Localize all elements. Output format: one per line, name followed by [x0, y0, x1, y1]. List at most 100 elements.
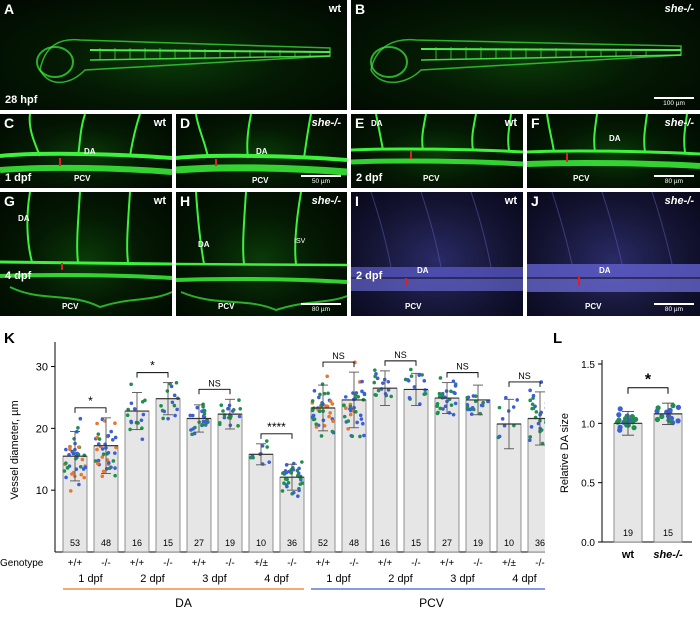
- k-data-point: [111, 459, 116, 463]
- l-data-point: [675, 418, 681, 424]
- k-data-point: [500, 417, 505, 421]
- k-data-point: [173, 413, 177, 418]
- k-data-point: [285, 477, 289, 482]
- panel-g-image: [0, 192, 172, 309]
- k-data-point: [358, 413, 363, 418]
- k-data-point: [68, 489, 73, 493]
- panel-g-da-label: DA: [18, 214, 30, 223]
- k-n-label: 36: [287, 538, 297, 548]
- l-y-tick-label: 0.0: [581, 538, 595, 549]
- k-data-point: [300, 460, 304, 464]
- k-data-point: [129, 419, 133, 424]
- k-data-point: [202, 411, 207, 416]
- k-data-point: [437, 391, 442, 396]
- panel-l-letter: L: [553, 330, 563, 347]
- panel-j-scale-bar: 80 µm: [654, 303, 694, 313]
- k-data-point: [512, 423, 516, 428]
- panel-d-image: [176, 114, 347, 176]
- k-data-point: [129, 382, 133, 387]
- k-data-point: [132, 407, 137, 411]
- l-data-point: [616, 412, 622, 418]
- panel-g-stage: 4 dpf: [5, 270, 32, 282]
- l-sig-label: *: [645, 372, 652, 389]
- panel-g: G wt DA PCV 4 dpf: [0, 192, 172, 316]
- l-y-tick-label: 1.5: [581, 360, 595, 371]
- l-data-point: [667, 418, 673, 424]
- k-data-point: [113, 435, 118, 440]
- k-data-point: [113, 421, 117, 425]
- k-group-label: DA: [175, 596, 192, 610]
- k-data-point: [205, 420, 209, 425]
- k-data-point: [453, 401, 458, 406]
- panel-b-letter: B: [355, 1, 366, 17]
- panel-h-scale-bar: 80 µm: [301, 303, 341, 313]
- k-data-point: [188, 413, 193, 418]
- k-data-point: [441, 407, 445, 411]
- k-sig-bracket: [136, 372, 169, 378]
- k-data-point: [76, 452, 81, 457]
- panel-j-genotype: she-/-: [664, 195, 694, 207]
- k-data-point: [322, 391, 327, 396]
- panel-a-letter: A: [4, 1, 15, 17]
- k-data-point: [96, 458, 101, 463]
- k-data-point: [481, 400, 485, 405]
- k-bar: [372, 387, 398, 553]
- k-data-point: [407, 396, 412, 400]
- panel-i-da-label: DA: [417, 266, 429, 275]
- k-sig-label: NS: [456, 362, 469, 372]
- k-data-point: [200, 409, 204, 414]
- k-data-point: [470, 405, 475, 410]
- k-data-point: [389, 394, 393, 399]
- k-data-point: [140, 437, 145, 442]
- panel-c-da-label: DA: [84, 147, 96, 156]
- k-data-point: [238, 407, 243, 411]
- k-genotype-label: -/-: [535, 558, 544, 569]
- k-data-point: [166, 416, 170, 421]
- k-genotype-label: -/-: [101, 558, 110, 569]
- k-data-point: [536, 421, 541, 426]
- k-data-point: [64, 447, 68, 452]
- k-genotype-label: -/-: [411, 558, 420, 569]
- k-data-point: [105, 458, 110, 462]
- k-n-label: 10: [504, 538, 514, 548]
- l-data-point: [655, 405, 661, 411]
- k-data-point: [64, 461, 68, 465]
- k-data-point: [331, 419, 335, 423]
- l-data-point: [654, 416, 660, 423]
- k-n-label: 10: [256, 538, 266, 548]
- k-data-point: [77, 445, 81, 449]
- k-data-point: [265, 445, 269, 449]
- panel-a-genotype: wt: [328, 3, 341, 15]
- k-stage-label: 4 dpf: [512, 573, 537, 585]
- k-data-point: [95, 421, 99, 426]
- k-data-point: [435, 411, 440, 416]
- chart-l: 0.0 0.5 1.0 1.5 Relative DA size 19 wt 15 she-/-…: [559, 360, 692, 561]
- panel-h-letter: H: [180, 193, 191, 209]
- k-data-point: [267, 460, 272, 464]
- k-data-point: [106, 433, 111, 438]
- k-n-label: 52: [318, 538, 328, 548]
- k-data-point: [202, 408, 207, 413]
- k-data-point: [420, 373, 424, 377]
- k-data-point: [129, 401, 134, 406]
- panel-d-pcv-label: PCV: [252, 176, 269, 185]
- panel-a-stage: 28 hpf: [5, 94, 38, 106]
- k-sig-bracket: [384, 360, 417, 366]
- k-data-point: [104, 467, 109, 471]
- k-data-point: [64, 475, 68, 480]
- k-data-point: [354, 410, 358, 414]
- k-data-point: [195, 405, 200, 410]
- k-stage-label: 3 dpf: [202, 573, 227, 585]
- panel-b-scale-bar: 100 µm: [654, 97, 694, 107]
- panel-c-pcv-label: PCV: [74, 174, 91, 183]
- k-data-point: [360, 379, 364, 384]
- k-data-point: [100, 474, 105, 479]
- k-data-point: [170, 400, 175, 405]
- l-data-point: [622, 416, 629, 422]
- panel-c-letter: C: [4, 115, 15, 131]
- k-genotype-label: +/+: [316, 558, 331, 569]
- k-data-point: [107, 466, 112, 471]
- k-data-point: [453, 384, 458, 388]
- panel-a-image: [36, 38, 331, 84]
- panel-h-pcv-label: PCV: [218, 302, 235, 311]
